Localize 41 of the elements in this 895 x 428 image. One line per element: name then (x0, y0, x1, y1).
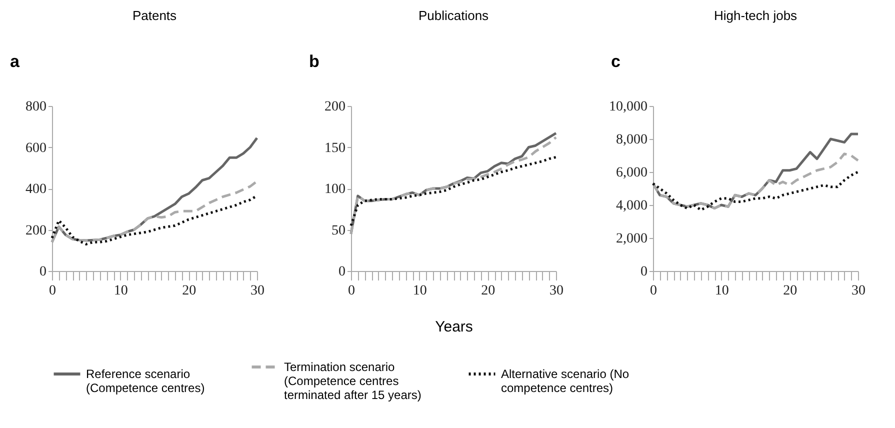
y-tick-label: 150 (324, 140, 346, 156)
legend-label: Termination scenario (Competence centres terminated after 15 years) (284, 360, 422, 402)
y-tick-label: 400 (26, 182, 46, 197)
x-tick-label: 30 (250, 284, 264, 298)
x-tick-label: 20 (182, 284, 196, 298)
text: b (309, 52, 320, 71)
y-tick-label: 10,000 (609, 100, 648, 114)
y-tick-label: 0 (40, 264, 46, 280)
legend-label: Alternative scenario (No competence centres) (501, 367, 630, 395)
y-tick-label: 200 (26, 223, 46, 238)
y-tick-label: 800 (26, 100, 46, 114)
y-tick-label: 6,000 (616, 166, 648, 180)
y-tick-label: 8,000 (616, 132, 648, 148)
x-axis-title: Years (435, 318, 473, 336)
y-tick-label: 0 (338, 264, 346, 280)
x-tick-label: 20 (481, 284, 496, 298)
x-tick-label: 30 (852, 284, 866, 298)
y-tick-label: 2,000 (616, 232, 648, 246)
chart-title: Patents (132, 8, 178, 23)
x-tick-label: 10 (714, 284, 729, 298)
line-series (652, 170, 860, 212)
line-series (50, 194, 258, 246)
chart-title: Publications (418, 8, 490, 23)
x-tick-label: 20 (783, 284, 798, 298)
y-tick-label: 50 (332, 223, 346, 238)
text: a (10, 52, 20, 71)
x-tick-label: 30 (550, 284, 564, 298)
text: c (611, 52, 620, 71)
x-tick-label: 10 (114, 284, 128, 298)
x-tick-label: 0 (650, 284, 657, 298)
line-series (350, 156, 558, 227)
y-tick-label: 200 (324, 100, 346, 114)
x-tick-label: 10 (412, 284, 427, 298)
y-tick-label: 0 (640, 264, 648, 280)
x-tick-label: 0 (348, 284, 355, 298)
chart-title: High-tech jobs (714, 8, 798, 23)
legend-label: Reference scenario (Competence centres) (86, 367, 205, 395)
y-tick-label: 600 (26, 140, 46, 156)
y-tick-label: 4,000 (616, 198, 648, 214)
y-tick-label: 100 (324, 182, 346, 197)
x-tick-label: 0 (49, 284, 56, 298)
